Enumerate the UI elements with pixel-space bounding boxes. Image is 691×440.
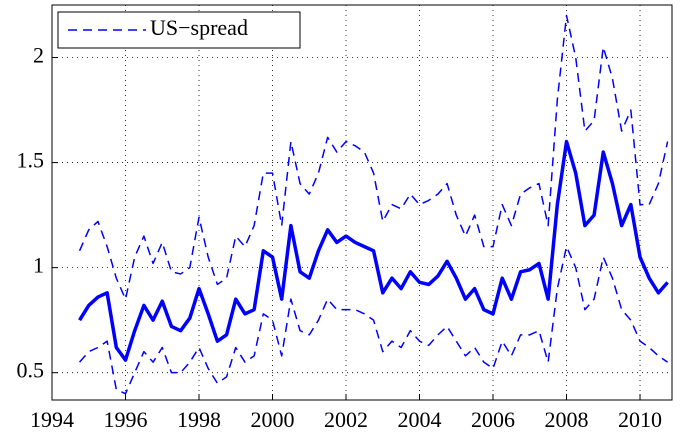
x-tick-label: 2006 (471, 407, 515, 432)
x-tick-label: 2004 (398, 407, 442, 432)
y-tick-label: 1 (33, 253, 44, 278)
x-tick-label: 1998 (177, 407, 221, 432)
y-tick-label: 2 (33, 43, 44, 68)
x-tick-label: 2000 (251, 407, 295, 432)
legend-label: US−spread (150, 15, 248, 40)
series-line (78, 14, 669, 300)
x-tick-label: 2008 (545, 407, 589, 432)
x-tick-label: 1996 (104, 407, 148, 432)
y-tick-label: 0.5 (17, 358, 45, 383)
series-line (78, 139, 669, 362)
x-tick-label: 1994 (30, 407, 74, 432)
y-tick-label: 1.5 (17, 148, 45, 173)
x-tick-label: 2002 (324, 407, 368, 432)
series-line (78, 245, 669, 395)
plot-frame (51, 4, 673, 401)
x-tick-label: 2010 (618, 407, 662, 432)
